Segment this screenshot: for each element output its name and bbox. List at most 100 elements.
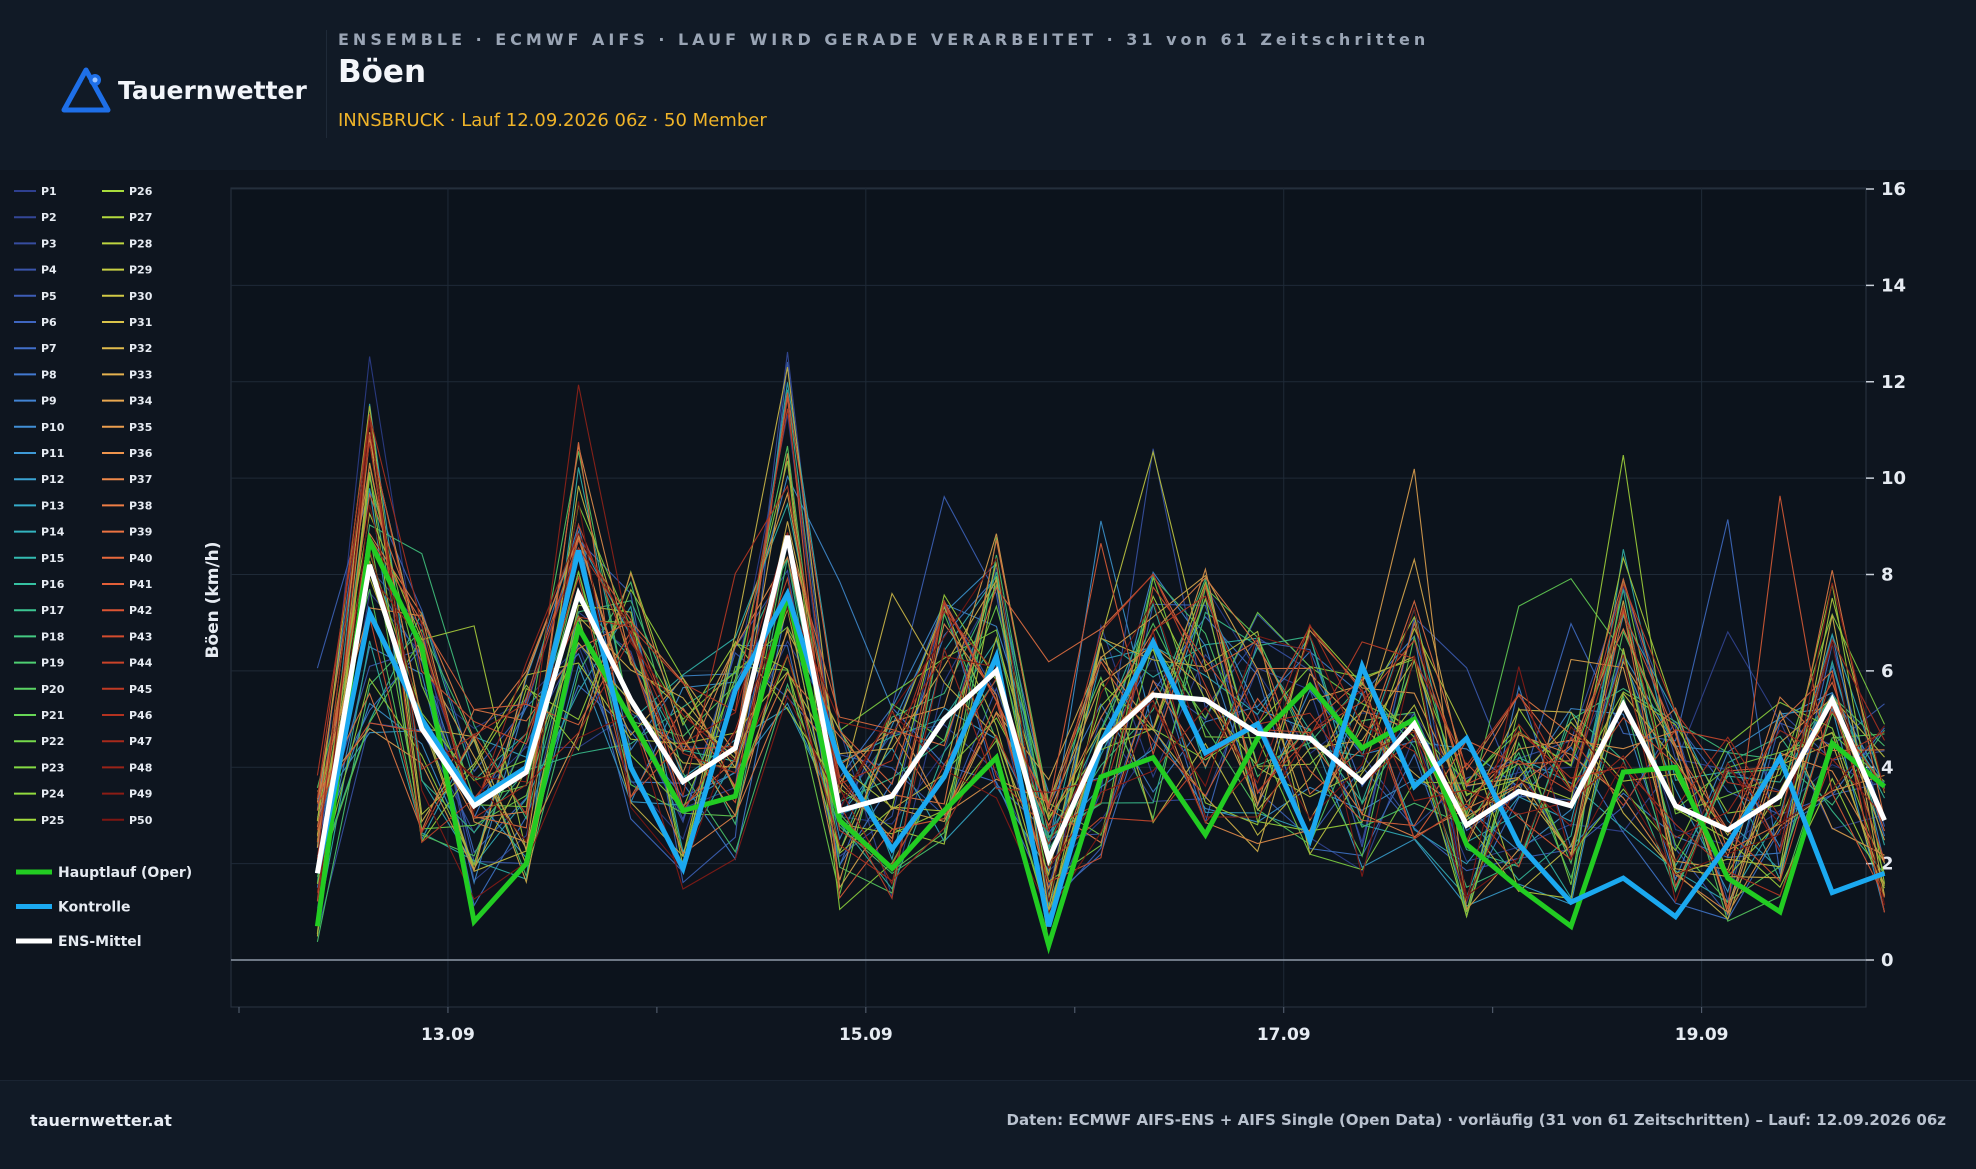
legend-label: P44 bbox=[129, 657, 153, 670]
member-line-p31 bbox=[316, 366, 1886, 920]
brand-name: Tauernwetter bbox=[118, 75, 307, 105]
header: Tauernwetter ENSEMBLE · ECMWF AIFS · LAU… bbox=[0, 0, 1976, 170]
x-tick-label: 13.09 bbox=[421, 1025, 475, 1045]
member-line-p9 bbox=[316, 437, 1886, 917]
y-tick-label: 14 bbox=[1881, 275, 1906, 296]
y-tick-label: 6 bbox=[1881, 661, 1894, 682]
legend-label: P1 bbox=[41, 185, 57, 198]
legend-item-p34: P34 bbox=[102, 395, 153, 408]
x-tick-label: 15.09 bbox=[839, 1025, 893, 1045]
legend-item-p2: P2 bbox=[14, 211, 57, 224]
legend-item-p12: P12 bbox=[14, 473, 64, 486]
legend-label: P9 bbox=[41, 395, 57, 408]
member-line-p20 bbox=[316, 445, 1885, 922]
header-kicker: ENSEMBLE · ECMWF AIFS · LAUF WIRD GERADE… bbox=[338, 30, 1430, 49]
legend-item-p6: P6 bbox=[14, 316, 57, 329]
legend-item-p49: P49 bbox=[102, 788, 152, 801]
y-tick-label: 16 bbox=[1881, 179, 1906, 200]
legend-item-p48: P48 bbox=[102, 761, 152, 774]
legend-item-p19: P19 bbox=[14, 657, 64, 670]
member-line-p19 bbox=[316, 554, 1885, 943]
y-tick-label: 0 bbox=[1881, 950, 1894, 971]
legend-label: P42 bbox=[129, 604, 152, 617]
member-line-p40 bbox=[316, 392, 1886, 889]
legend-label: P7 bbox=[41, 342, 57, 355]
legend-item-p26: P26 bbox=[102, 185, 153, 198]
legend-label: P33 bbox=[129, 368, 152, 381]
legend-label: P17 bbox=[41, 604, 64, 617]
legend-label: P15 bbox=[41, 552, 64, 565]
legend-label: P20 bbox=[41, 683, 65, 696]
y-tick-label: 4 bbox=[1881, 757, 1894, 778]
series-line-hauptlauf-oper bbox=[314, 532, 1887, 955]
member-line-p34 bbox=[316, 468, 1885, 911]
brand-logo[interactable]: Tauernwetter bbox=[60, 66, 307, 114]
legend-item-p3: P3 bbox=[14, 237, 57, 250]
legend-label: P8 bbox=[41, 368, 57, 381]
legend-item-p9: P9 bbox=[14, 395, 57, 408]
legend-item-hauptlauf-oper: Hauptlauf (Oper) bbox=[16, 865, 192, 881]
legend-item-p5: P5 bbox=[14, 290, 57, 303]
legend-item-p13: P13 bbox=[14, 499, 64, 512]
legend-label: P47 bbox=[129, 735, 152, 748]
legend-item-p36: P36 bbox=[102, 447, 153, 460]
legend-item-p24: P24 bbox=[14, 788, 65, 801]
legend-label: P13 bbox=[41, 499, 64, 512]
member-line-p41 bbox=[316, 397, 1885, 910]
y-tick-label: 10 bbox=[1881, 468, 1906, 489]
legend-label: P11 bbox=[41, 447, 64, 460]
legend-label: P34 bbox=[129, 395, 153, 408]
legend-item-p21: P21 bbox=[14, 709, 64, 722]
member-line-p43 bbox=[316, 522, 1886, 913]
legend-item-p18: P18 bbox=[14, 630, 64, 643]
legend-label: P35 bbox=[129, 421, 152, 434]
legend-label: P24 bbox=[41, 788, 65, 801]
legend-item-p43: P43 bbox=[102, 630, 152, 643]
legend-item-p47: P47 bbox=[102, 735, 152, 748]
footer-site[interactable]: tauernwetter.at bbox=[30, 1111, 172, 1130]
member-line-p39 bbox=[316, 442, 1886, 913]
legend-label: P28 bbox=[129, 237, 152, 250]
legend-label: P45 bbox=[129, 683, 152, 696]
legend-item-p25: P25 bbox=[14, 814, 64, 827]
legend-item-p4: P4 bbox=[14, 264, 57, 277]
legend-label: P21 bbox=[41, 709, 64, 722]
y-tick-label: 12 bbox=[1881, 372, 1906, 393]
legend-label: P38 bbox=[129, 499, 152, 512]
legend-label: P32 bbox=[129, 342, 152, 355]
legend-item-p46: P46 bbox=[102, 709, 153, 722]
legend-item-p14: P14 bbox=[14, 526, 65, 539]
legend-label: P49 bbox=[129, 788, 152, 801]
member-line-p42 bbox=[316, 434, 1886, 902]
ensemble-members bbox=[316, 351, 1886, 945]
legend-label: P10 bbox=[41, 421, 65, 434]
member-line-p18 bbox=[316, 524, 1885, 919]
legend-label: P36 bbox=[129, 447, 153, 460]
x-tick-label: 17.09 bbox=[1257, 1025, 1311, 1045]
legend-item-p45: P45 bbox=[102, 683, 152, 696]
legend-label: P19 bbox=[41, 657, 64, 670]
member-line-p49 bbox=[316, 422, 1885, 914]
legend-label: P12 bbox=[41, 473, 64, 486]
legend-item-p22: P22 bbox=[14, 735, 64, 748]
y-axis-label: Böen (km/h) bbox=[203, 541, 223, 658]
legend-label: P23 bbox=[41, 761, 64, 774]
legend-label: P46 bbox=[129, 709, 153, 722]
member-line-p37 bbox=[316, 532, 1885, 858]
legend-item-p44: P44 bbox=[102, 657, 153, 670]
series-line-ens-mittel bbox=[314, 535, 1887, 874]
member-line-p35 bbox=[316, 567, 1885, 915]
legend-item-ens-mittel: ENS-Mittel bbox=[16, 934, 142, 950]
x-tick-label: 19.09 bbox=[1675, 1025, 1729, 1045]
legend-label: P40 bbox=[129, 552, 153, 565]
page-subtitle: INNSBRUCK · Lauf 12.09.2026 06z · 50 Mem… bbox=[338, 110, 767, 131]
legend-label: P39 bbox=[129, 526, 152, 539]
legend-item-p50: P50 bbox=[102, 814, 153, 827]
legend-item-p11: P11 bbox=[14, 447, 64, 460]
legend-label: P2 bbox=[41, 211, 57, 224]
header-divider bbox=[326, 30, 327, 138]
member-line-p50 bbox=[316, 501, 1886, 928]
footer: tauernwetter.at Daten: ECMWF AIFS-ENS + … bbox=[0, 1080, 1976, 1169]
legend-label: P26 bbox=[129, 185, 153, 198]
legend-item-p8: P8 bbox=[14, 368, 57, 381]
